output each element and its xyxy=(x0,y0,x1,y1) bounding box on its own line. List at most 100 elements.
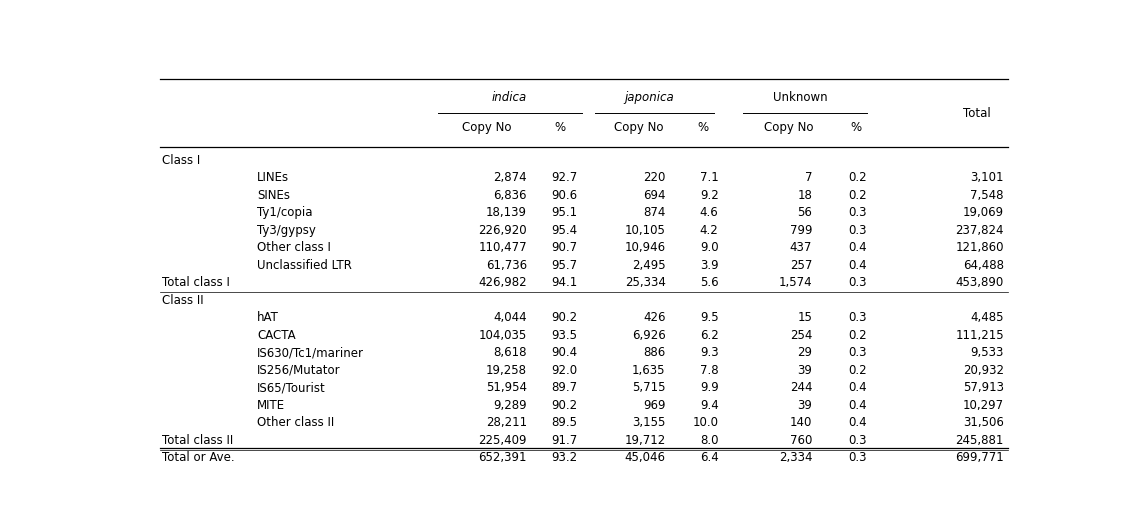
Text: 2,334: 2,334 xyxy=(779,451,812,464)
Text: 4,485: 4,485 xyxy=(970,311,1004,324)
Text: CACTA: CACTA xyxy=(258,329,296,342)
Text: 5.6: 5.6 xyxy=(700,276,718,289)
Text: 121,860: 121,860 xyxy=(955,241,1004,254)
Text: 7,548: 7,548 xyxy=(970,189,1004,202)
Text: 94.1: 94.1 xyxy=(551,276,577,289)
Text: Class II: Class II xyxy=(162,294,204,307)
Text: 111,215: 111,215 xyxy=(955,329,1004,342)
Text: 110,477: 110,477 xyxy=(478,241,527,254)
Text: 19,258: 19,258 xyxy=(486,364,527,377)
Text: 1,574: 1,574 xyxy=(779,276,812,289)
Text: 9,289: 9,289 xyxy=(494,399,527,412)
Text: 244: 244 xyxy=(790,381,812,394)
Text: 19,069: 19,069 xyxy=(963,206,1004,219)
Text: LINEs: LINEs xyxy=(258,171,290,184)
Text: 426,982: 426,982 xyxy=(478,276,527,289)
Text: 0.2: 0.2 xyxy=(848,189,866,202)
Text: 7.1: 7.1 xyxy=(700,171,718,184)
Text: %: % xyxy=(697,121,708,134)
Text: 20,932: 20,932 xyxy=(963,364,1004,377)
Text: 92.7: 92.7 xyxy=(551,171,577,184)
Text: 95.1: 95.1 xyxy=(551,206,577,219)
Text: 3.9: 3.9 xyxy=(700,259,718,272)
Text: 0.2: 0.2 xyxy=(848,364,866,377)
Text: 19,712: 19,712 xyxy=(625,434,666,447)
Text: 9.5: 9.5 xyxy=(700,311,718,324)
Text: IS256/Mutator: IS256/Mutator xyxy=(258,364,341,377)
Text: 64,488: 64,488 xyxy=(963,259,1004,272)
Text: Total class I: Total class I xyxy=(162,276,230,289)
Text: 237,824: 237,824 xyxy=(955,224,1004,237)
Text: hAT: hAT xyxy=(258,311,279,324)
Text: Total or Ave.: Total or Ave. xyxy=(162,451,235,464)
Text: 0.3: 0.3 xyxy=(848,311,866,324)
Text: %: % xyxy=(850,121,861,134)
Text: 5,715: 5,715 xyxy=(632,381,666,394)
Text: 91.7: 91.7 xyxy=(551,434,577,447)
Text: 57,913: 57,913 xyxy=(963,381,1004,394)
Text: 29: 29 xyxy=(797,346,812,359)
Text: 56: 56 xyxy=(797,206,812,219)
Text: 6.2: 6.2 xyxy=(700,329,718,342)
Text: 90.6: 90.6 xyxy=(551,189,577,202)
Text: 18: 18 xyxy=(797,189,812,202)
Text: 257: 257 xyxy=(790,259,812,272)
Text: 95.4: 95.4 xyxy=(551,224,577,237)
Text: 10,105: 10,105 xyxy=(625,224,666,237)
Text: 453,890: 453,890 xyxy=(955,276,1004,289)
Text: Total: Total xyxy=(963,107,991,120)
Text: 9.3: 9.3 xyxy=(700,346,718,359)
Text: 426: 426 xyxy=(643,311,666,324)
Text: 0.4: 0.4 xyxy=(848,416,866,429)
Text: 92.0: 92.0 xyxy=(551,364,577,377)
Text: 4,044: 4,044 xyxy=(494,311,527,324)
Text: 93.5: 93.5 xyxy=(551,329,577,342)
Text: 45,046: 45,046 xyxy=(625,451,666,464)
Text: 652,391: 652,391 xyxy=(479,451,527,464)
Text: 3,155: 3,155 xyxy=(633,416,666,429)
Text: 104,035: 104,035 xyxy=(479,329,527,342)
Text: IS630/Tc1/mariner: IS630/Tc1/mariner xyxy=(258,346,365,359)
Text: 969: 969 xyxy=(643,399,666,412)
Text: 51,954: 51,954 xyxy=(486,381,527,394)
Text: 10,946: 10,946 xyxy=(625,241,666,254)
Text: Class I: Class I xyxy=(162,154,201,167)
Text: 0.2: 0.2 xyxy=(848,171,866,184)
Text: 2,874: 2,874 xyxy=(494,171,527,184)
Text: SINEs: SINEs xyxy=(258,189,291,202)
Text: 18,139: 18,139 xyxy=(486,206,527,219)
Text: 9,533: 9,533 xyxy=(970,346,1004,359)
Text: 140: 140 xyxy=(790,416,812,429)
Text: 0.3: 0.3 xyxy=(848,346,866,359)
Text: 7.8: 7.8 xyxy=(700,364,718,377)
Text: 225,409: 225,409 xyxy=(479,434,527,447)
Text: 4.6: 4.6 xyxy=(700,206,718,219)
Text: 39: 39 xyxy=(797,399,812,412)
Text: 9.0: 9.0 xyxy=(700,241,718,254)
Text: 9.4: 9.4 xyxy=(700,399,718,412)
Text: 0.3: 0.3 xyxy=(848,206,866,219)
Text: 39: 39 xyxy=(797,364,812,377)
Text: IS65/Tourist: IS65/Tourist xyxy=(258,381,326,394)
Text: 0.3: 0.3 xyxy=(848,276,866,289)
Text: 93.2: 93.2 xyxy=(551,451,577,464)
Text: 9.9: 9.9 xyxy=(700,381,718,394)
Text: 0.4: 0.4 xyxy=(848,381,866,394)
Text: 0.4: 0.4 xyxy=(848,259,866,272)
Text: 95.7: 95.7 xyxy=(551,259,577,272)
Text: 220: 220 xyxy=(643,171,666,184)
Text: 9.2: 9.2 xyxy=(700,189,718,202)
Text: Other class II: Other class II xyxy=(258,416,335,429)
Text: 0.4: 0.4 xyxy=(848,399,866,412)
Text: 245,881: 245,881 xyxy=(955,434,1004,447)
Text: 7: 7 xyxy=(805,171,812,184)
Text: 31,506: 31,506 xyxy=(963,416,1004,429)
Text: 15: 15 xyxy=(797,311,812,324)
Text: 6,836: 6,836 xyxy=(494,189,527,202)
Text: 3,101: 3,101 xyxy=(970,171,1004,184)
Text: Total class II: Total class II xyxy=(162,434,234,447)
Text: 90.4: 90.4 xyxy=(551,346,577,359)
Text: Unknown: Unknown xyxy=(773,91,828,104)
Text: Copy No: Copy No xyxy=(614,121,663,134)
Text: 2,495: 2,495 xyxy=(632,259,666,272)
